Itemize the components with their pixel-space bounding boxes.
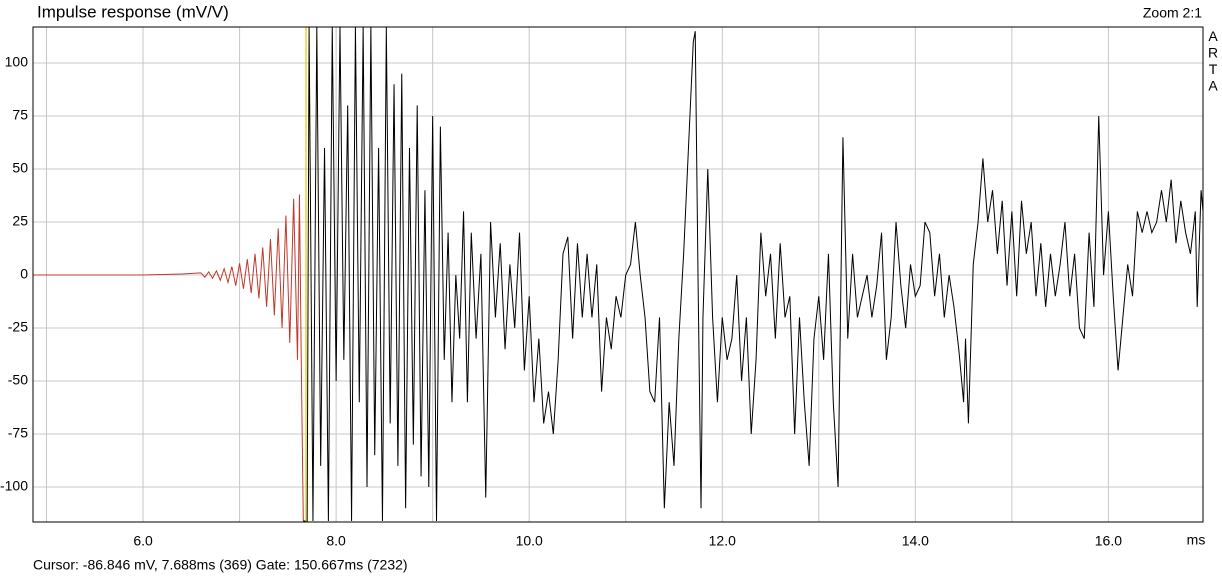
grid [33, 27, 1203, 522]
x-tick-label: 16.0 [1095, 533, 1122, 549]
status-bar: Cursor: -86.846 mV, 7.688ms (369) Gate: … [33, 557, 408, 573]
y-tick-label: 50 [12, 160, 28, 176]
x-tick-label: 14.0 [902, 533, 929, 549]
series-line [303, 27, 1203, 522]
x-tick-label: 6.0 [133, 533, 153, 549]
y-tick-label: 75 [12, 107, 28, 123]
x-tick-label: 8.0 [326, 533, 346, 549]
series-line [33, 194, 304, 521]
y-tick-label: -25 [8, 319, 28, 335]
chart-title: Impulse response (mV/V) [37, 2, 229, 21]
x-tick-label: 10.0 [516, 533, 543, 549]
y-tick-label: -50 [8, 372, 28, 388]
x-tick-label: 12.0 [709, 533, 736, 549]
y-tick-label: 0 [20, 266, 28, 282]
y-tick-label: -75 [8, 425, 28, 441]
plot-area [33, 27, 1203, 522]
x-unit: ms [1187, 532, 1206, 548]
y-tick-label: -100 [0, 478, 28, 494]
plot-frame [32, 26, 1204, 523]
y-tick-label: 25 [12, 213, 28, 229]
y-tick-label: 100 [5, 54, 29, 70]
zoom-label: Zoom 2:1 [1143, 5, 1202, 21]
